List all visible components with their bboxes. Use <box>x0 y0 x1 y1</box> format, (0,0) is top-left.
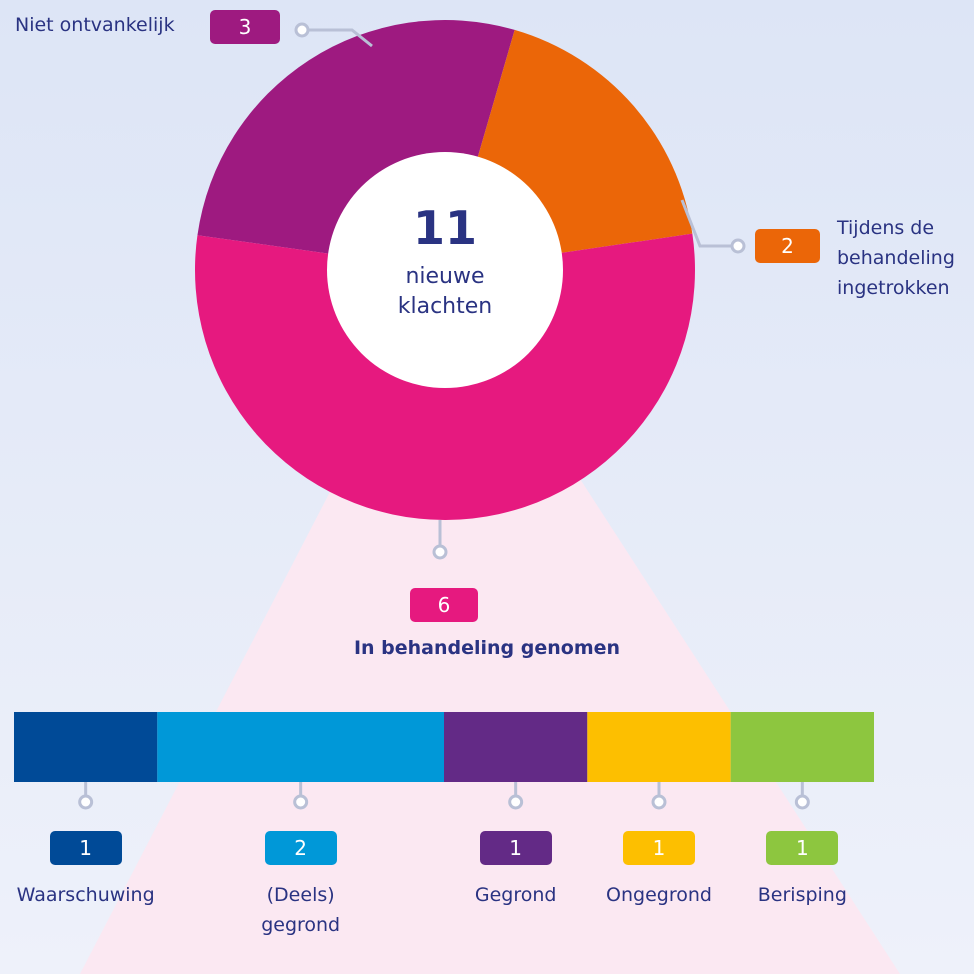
connector <box>302 28 373 48</box>
segment-label: Berisping <box>757 884 847 906</box>
value-badge: 6 <box>410 588 478 622</box>
center-total: 11 <box>412 201 477 255</box>
segment-label: Waarschuwing <box>16 884 155 906</box>
center-label: nieuwe klachten <box>397 264 493 319</box>
slice-label: Niet ontvankelijk <box>15 14 175 36</box>
value-badge: 3 <box>210 10 280 44</box>
connector-dot <box>432 544 448 560</box>
connector <box>680 199 738 248</box>
connector-dot <box>651 794 667 810</box>
bar-segment <box>14 712 158 782</box>
connector-dot <box>294 22 310 38</box>
value-badge: 1 <box>479 831 552 865</box>
value-badge: 1 <box>623 831 695 865</box>
bar-segment <box>730 712 874 782</box>
connector-dot <box>730 238 746 254</box>
connector-dot <box>508 794 524 810</box>
slice-label: Tijdens de behandeling ingetrokken <box>837 217 955 299</box>
highlight-wedge <box>80 270 900 974</box>
bar-segment <box>157 712 445 782</box>
value-badge: 2 <box>755 229 820 263</box>
segment-label: (Deels) gegrond <box>261 884 341 936</box>
connector-dot <box>794 794 810 810</box>
bar-segment <box>444 712 588 782</box>
segment-label: Ongegrond <box>606 884 712 906</box>
value-badge: 1 <box>49 831 122 865</box>
connector-dot <box>293 794 309 810</box>
value-badge: 1 <box>766 831 839 865</box>
connector-dot <box>78 794 94 810</box>
segment-label: Gegrond <box>474 884 557 906</box>
donut-hole <box>327 152 563 388</box>
slice-label: In behandeling genomen <box>353 637 621 659</box>
value-badge: 2 <box>264 831 337 865</box>
bar-segment <box>587 712 731 782</box>
